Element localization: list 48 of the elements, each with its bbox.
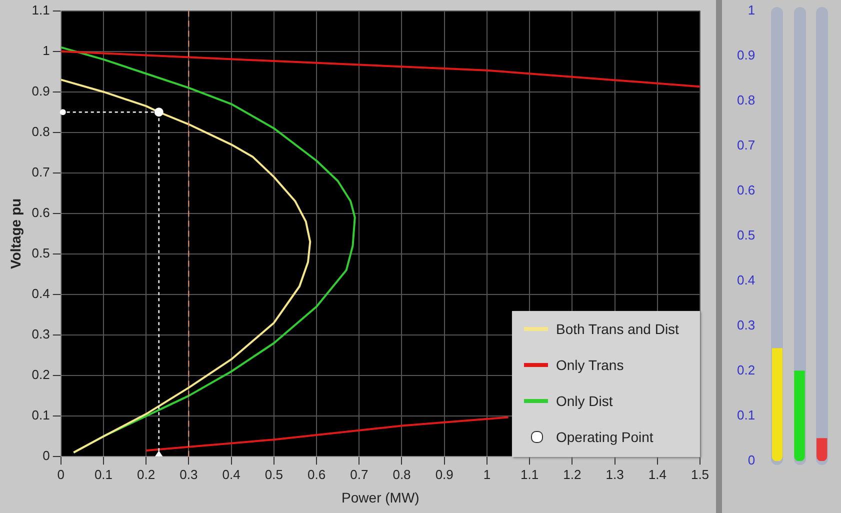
x-axis-title: Power (MW) — [342, 489, 420, 506]
y-tick-label: 0.4 — [736, 272, 756, 288]
y-tick-label: 0.8 — [736, 92, 756, 108]
bar — [816, 438, 828, 461]
x-tick-label: 1.4 — [648, 466, 666, 482]
x-tick-label: 1.3 — [606, 466, 624, 482]
x-tick-label: 1 — [483, 466, 491, 482]
legend-label: Both Trans and Dist — [556, 320, 679, 337]
x-tick-label: 0 — [57, 466, 64, 482]
y-tick-label: 0.9 — [736, 47, 756, 62]
y-tick-label: 0.4 — [32, 286, 50, 302]
y-tick-label: 0 — [748, 452, 756, 468]
y-tick-label: 0.6 — [32, 205, 50, 220]
y-axis-title: Voltage pu — [7, 198, 24, 269]
y-tick-label: 0.5 — [32, 246, 50, 261]
y-tick-label: 1 — [748, 2, 756, 18]
y-tick-label: 0.3 — [736, 318, 756, 333]
y-tick-label: 0.5 — [736, 227, 756, 242]
x-tick-label: 1.1 — [520, 466, 539, 482]
x-tick-label: 0.3 — [180, 466, 198, 482]
y-tick-label: 0.1 — [32, 408, 50, 423]
bar — [794, 370, 805, 461]
y-tick-label: 0.7 — [32, 164, 50, 180]
y-tick-label: 0.6 — [736, 182, 756, 198]
x-tick-label: 0.8 — [392, 466, 411, 482]
x-tick-label: 0.7 — [350, 466, 368, 482]
x-tick-label: 1.2 — [563, 466, 582, 482]
x-tick-label: 0.2 — [137, 466, 156, 482]
y-tick-label: 0.2 — [736, 362, 756, 378]
y-tick-label: 0.9 — [32, 83, 50, 98]
x-tick-label: 0.6 — [307, 466, 326, 482]
legend-label: Operating Point — [556, 428, 654, 445]
y-tick-label: 0.7 — [736, 137, 756, 152]
y-tick-label: 1 — [42, 42, 50, 58]
y-tick-label: 1.1 — [32, 2, 50, 18]
y-tick-label: 0.2 — [32, 367, 50, 382]
y-tick-label: 0.1 — [736, 408, 756, 423]
legend-label: Only Dist — [556, 392, 613, 409]
x-tick-label: 0.1 — [94, 466, 113, 482]
y-tick-label: 0.3 — [32, 326, 50, 342]
x-tick-label: 0.9 — [435, 466, 454, 482]
x-tick-label: 0.5 — [264, 466, 283, 482]
y-tick-label: 0.8 — [32, 124, 50, 139]
y-tick-label: 0 — [42, 448, 50, 464]
x-tick-label: 0.4 — [222, 466, 240, 482]
legend-label: Only Trans — [556, 356, 624, 373]
x-tick-label: 1.5 — [690, 466, 710, 482]
bar — [772, 348, 783, 461]
